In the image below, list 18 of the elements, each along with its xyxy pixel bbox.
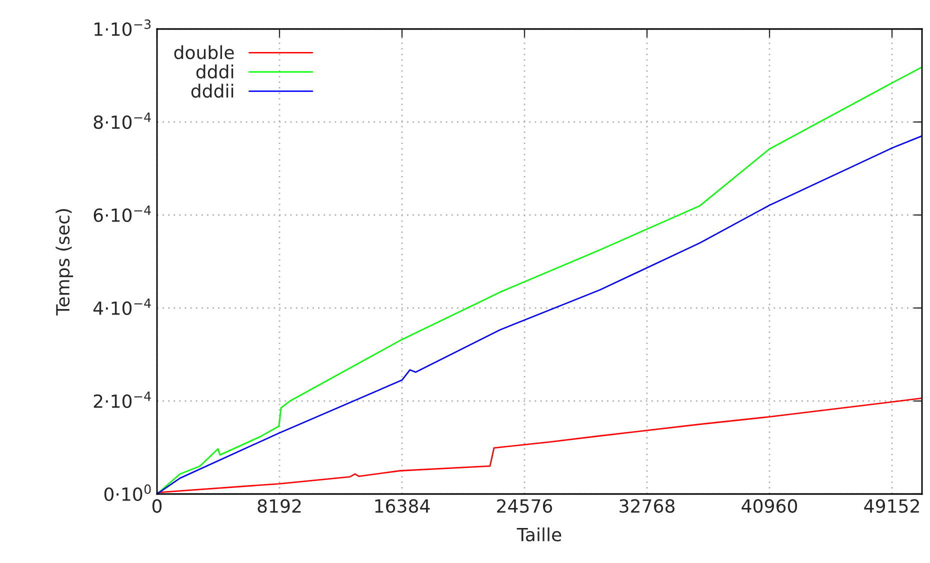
x-tick-label: 49152 — [864, 499, 919, 513]
legend-label: dddii — [191, 84, 234, 98]
x-tick-label: 32768 — [620, 499, 674, 513]
x-tick-label: 24576 — [497, 499, 552, 513]
legend-label: dddi — [196, 64, 234, 79]
y-axis-title: Temps (sec) — [56, 209, 74, 316]
y-tick-label: 6·10$^{−4}$ — [94, 206, 151, 222]
y-tick-label: 0·10$^{0}$ — [104, 484, 151, 501]
y-tick-label: 8·10$^{−4}$ — [94, 112, 151, 129]
y-tick-label: 2·10$^{−4}$ — [94, 392, 151, 408]
x-axis-title: Taille — [516, 527, 562, 542]
x-tick-label: 8192 — [258, 499, 301, 513]
y-tick-label: 4·10$^{−4}$ — [93, 298, 151, 315]
y-tick-label: 1·10$^{−3}$ — [94, 19, 151, 36]
x-tick-label: 0 — [152, 499, 162, 513]
legend-label: double — [174, 45, 234, 60]
x-tick-label: 16384 — [375, 499, 430, 513]
x-tick-label: 40960 — [742, 499, 798, 513]
